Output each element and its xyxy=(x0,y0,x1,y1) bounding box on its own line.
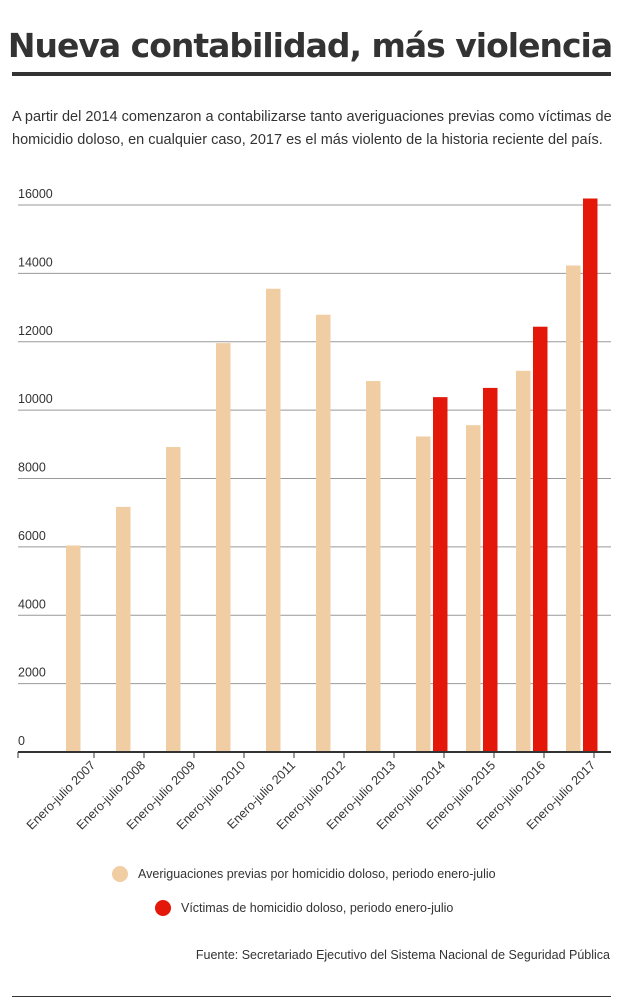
legend-item-averiguaciones: Averiguaciones previas por homicidio dol… xyxy=(112,866,496,882)
bottom-divider xyxy=(12,996,611,997)
bar-averiguaciones-2 xyxy=(166,447,181,752)
legend-label-averiguaciones: Averiguaciones previas por homicidio dol… xyxy=(138,867,496,881)
chart-subtitle: A partir del 2014 comenzaron a contabili… xyxy=(12,109,612,148)
bar-averiguaciones-1 xyxy=(116,506,131,752)
bar-victimas-10 xyxy=(583,198,598,752)
y-tick-label-2000: 2000 xyxy=(18,666,46,680)
bar-averiguaciones-10 xyxy=(566,265,581,752)
chart-title: Nueva contabilidad, más violencia xyxy=(7,26,613,65)
legend-swatch-victimas xyxy=(155,900,171,916)
y-tick-label-8000: 8000 xyxy=(18,461,46,475)
y-tick-label-0: 0 xyxy=(18,734,25,748)
bar-averiguaciones-9 xyxy=(516,370,531,752)
bar-averiguaciones-6 xyxy=(366,381,381,752)
bar-averiguaciones-4 xyxy=(266,288,281,752)
y-tick-label-14000: 14000 xyxy=(18,255,53,269)
y-tick-label-16000: 16000 xyxy=(18,187,53,201)
y-tick-label-10000: 10000 xyxy=(18,392,53,406)
title-divider xyxy=(12,72,611,76)
legend-swatch-averiguaciones xyxy=(112,866,128,882)
source-note: Fuente: Secretariado Ejecutivo del Siste… xyxy=(195,948,610,962)
legend-label-victimas: Víctimas de homicidio doloso, periodo en… xyxy=(181,901,454,915)
bar-victimas-9 xyxy=(533,326,548,752)
bar-averiguaciones-8 xyxy=(466,425,481,752)
bar-averiguaciones-5 xyxy=(316,314,331,752)
y-tick-label-6000: 6000 xyxy=(18,529,46,543)
legend-item-victimas: Víctimas de homicidio doloso, periodo en… xyxy=(155,900,453,916)
bar-victimas-7 xyxy=(433,397,448,752)
bar-averiguaciones-3 xyxy=(216,343,231,752)
bar-averiguaciones-7 xyxy=(416,436,431,752)
bar-averiguaciones-0 xyxy=(66,545,81,752)
bar-victimas-8 xyxy=(483,387,498,752)
bar-chart: 0200040006000800010000120001400016000Ene… xyxy=(17,187,611,833)
y-tick-label-12000: 12000 xyxy=(18,324,53,338)
y-tick-label-4000: 4000 xyxy=(18,597,46,611)
